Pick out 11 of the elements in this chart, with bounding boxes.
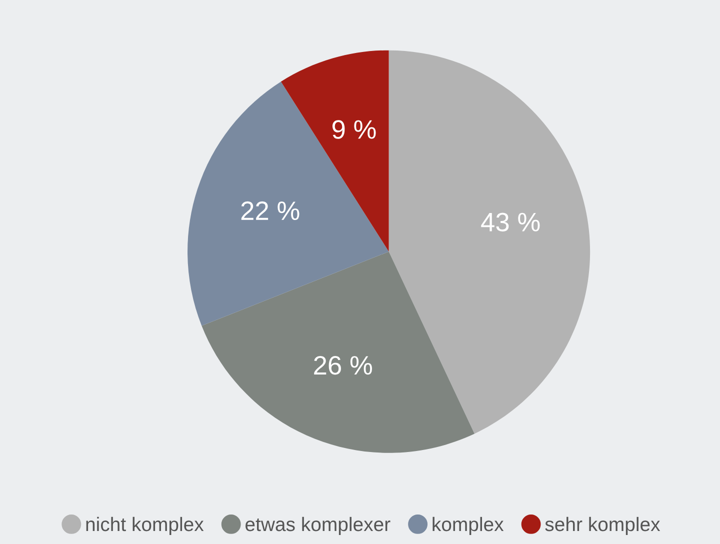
pie-slice [388,50,590,434]
legend-label: komplex [432,516,504,536]
legend-label: nicht komplex [86,516,204,536]
legend-label: sehr komplex [545,516,660,536]
data-label: 43 % [481,212,540,232]
data-label: 26 % [314,356,372,375]
pie-slice [202,252,474,453]
legend-label: etwas komplexer [246,516,390,536]
pie-slice [188,82,389,326]
data-label: 22 % [241,201,300,220]
data-label: 9 % [332,120,376,139]
